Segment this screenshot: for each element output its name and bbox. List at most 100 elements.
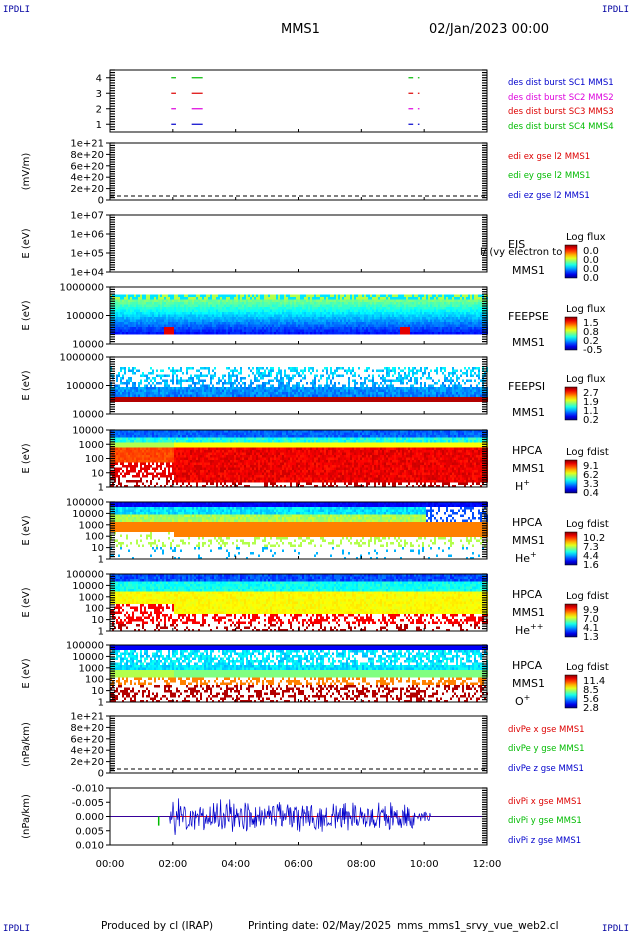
spectrogram-cell xyxy=(216,324,218,327)
spectrogram-cell xyxy=(124,372,126,375)
spectrogram-cell xyxy=(436,369,438,372)
spectrogram-cell xyxy=(208,372,210,375)
spectrogram-cell xyxy=(400,302,402,305)
spectrogram-cell xyxy=(124,397,126,400)
spectrogram-cell xyxy=(330,382,332,385)
spectrogram-cell xyxy=(186,304,188,307)
spectrogram-cell xyxy=(336,327,338,330)
spectrogram-cell xyxy=(394,329,396,332)
spectrogram-cell xyxy=(154,389,156,392)
spectrogram-cell xyxy=(464,304,466,307)
spectrogram-cell xyxy=(392,302,394,305)
spectrogram-cell xyxy=(444,369,446,372)
spectrogram-cell xyxy=(342,374,344,377)
spectrogram-cell xyxy=(282,317,284,320)
spectrogram-cell xyxy=(136,299,138,302)
spectrogram-cell xyxy=(150,399,152,402)
spectrogram-cell xyxy=(302,314,304,317)
spectrogram-cell xyxy=(128,322,130,325)
spectrogram-cell xyxy=(160,324,162,327)
spectrogram-cell xyxy=(172,392,174,395)
spectrogram-cell xyxy=(302,372,304,375)
spectrogram-cell xyxy=(260,312,262,315)
spectrogram-cell xyxy=(298,374,300,377)
spectrogram-cell xyxy=(456,297,458,300)
spectrogram-cell xyxy=(208,384,210,387)
spectrogram-cell xyxy=(458,332,460,335)
spectrogram-cell xyxy=(188,387,190,390)
spectrogram-cell xyxy=(202,309,204,312)
spectrogram-cell xyxy=(188,299,190,302)
spectrogram-cell xyxy=(142,387,144,390)
spectrogram-cell xyxy=(282,302,284,305)
spectrogram-cell xyxy=(448,387,450,390)
spectrogram-cell xyxy=(460,309,462,312)
spectrogram-cell xyxy=(270,324,272,327)
spectrogram-cell xyxy=(130,394,132,397)
spectrogram-cell xyxy=(218,322,220,325)
spectrogram-cell xyxy=(300,374,302,377)
spectrogram-cell xyxy=(304,307,306,310)
spectrogram-cell xyxy=(448,319,450,322)
spectrogram-cell xyxy=(466,304,468,307)
spectrogram-cell xyxy=(268,369,270,372)
spectrogram-cell xyxy=(440,389,442,392)
spectrogram-cell xyxy=(330,309,332,312)
spectrogram-cell xyxy=(394,399,396,402)
spectrogram-cell xyxy=(256,377,258,380)
spectrogram-cell xyxy=(188,319,190,322)
spectrogram-cell xyxy=(150,307,152,310)
spectrogram-cell xyxy=(206,324,208,327)
spectrogram-cell xyxy=(460,317,462,320)
spectrogram-cell xyxy=(336,302,338,305)
spectrogram-cell xyxy=(258,319,260,322)
spectrogram-cell xyxy=(268,327,270,330)
spectrogram-cell xyxy=(428,304,430,307)
spectrogram-cell xyxy=(316,294,318,297)
spectrogram-cell xyxy=(146,324,148,327)
spectrogram-cell xyxy=(140,322,142,325)
spectrogram-cell xyxy=(128,379,130,382)
spectrogram-cell xyxy=(294,367,296,370)
spectrogram-cell xyxy=(214,304,216,307)
spectrogram-cell xyxy=(182,302,184,305)
spectrogram-cell xyxy=(270,297,272,300)
spectrogram-cell xyxy=(348,329,350,332)
spectrogram-cell xyxy=(270,384,272,387)
spectrogram-cell xyxy=(348,332,350,335)
spectrogram-cell xyxy=(120,314,122,317)
spectrogram-cell xyxy=(140,374,142,377)
spectrogram-cell xyxy=(448,327,450,330)
spectrogram-cell xyxy=(324,392,326,395)
spectrogram-cell xyxy=(412,304,414,307)
spectrogram-cell xyxy=(356,304,358,307)
spectrogram-cell xyxy=(160,389,162,392)
spectrogram-cell xyxy=(124,309,126,312)
spectrogram-cell xyxy=(132,319,134,322)
spectrogram-cell xyxy=(184,299,186,302)
spectrogram-cell xyxy=(248,374,250,377)
spectrogram-cell xyxy=(230,329,232,332)
spectrogram-cell xyxy=(268,329,270,332)
spectrogram-cell xyxy=(280,319,282,322)
spectrogram-cell xyxy=(348,302,350,305)
spectrogram-cell xyxy=(376,304,378,307)
spectrogram-cell xyxy=(160,304,162,307)
spectrogram-cell xyxy=(252,387,254,390)
spectrogram-cell xyxy=(216,332,218,335)
spectrogram-cell xyxy=(164,379,166,382)
spectrogram-cell xyxy=(174,299,176,302)
spectrogram-cell xyxy=(456,319,458,322)
spectrogram-cell xyxy=(302,312,304,315)
spectrogram-cell xyxy=(432,304,434,307)
spectrogram-cell xyxy=(400,327,402,330)
spectrogram-cell xyxy=(198,302,200,305)
spectrogram-cell xyxy=(194,307,196,310)
spectrogram-cell xyxy=(442,304,444,307)
spectrogram-cell xyxy=(232,294,234,297)
spectrogram-cell xyxy=(450,302,452,305)
spectrogram-cell xyxy=(466,324,468,327)
spectrogram-cell xyxy=(442,394,444,397)
spectrogram-cell xyxy=(184,304,186,307)
spectrogram-cell xyxy=(128,327,130,330)
